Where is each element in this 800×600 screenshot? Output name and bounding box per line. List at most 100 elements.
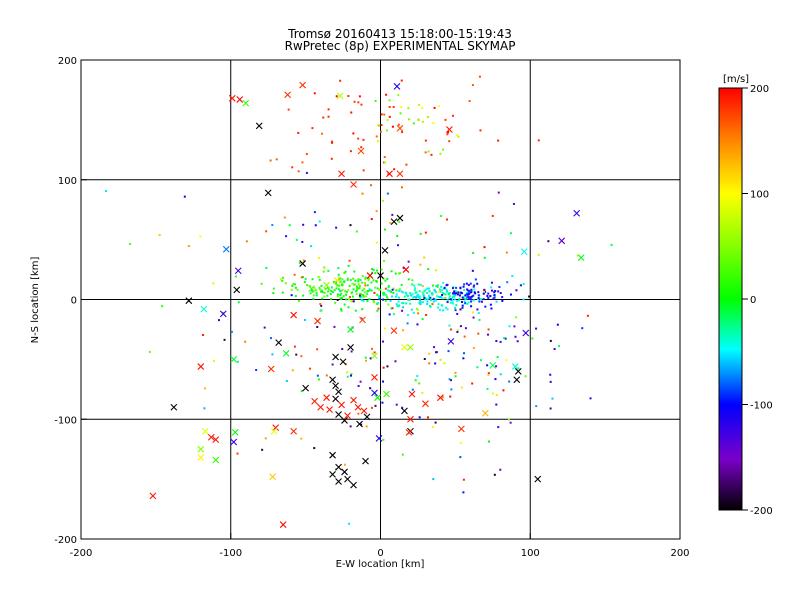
data-point-dot [437, 303, 440, 306]
data-point-dot [458, 297, 461, 300]
data-point-cross [332, 382, 339, 390]
data-point-dot [296, 288, 299, 291]
data-point-dot [263, 326, 266, 329]
data-point-dot [392, 106, 395, 109]
data-point-dot [375, 241, 378, 244]
data-point-dot [392, 291, 395, 294]
data-point-dot [508, 380, 511, 383]
data-point-dot [360, 146, 363, 149]
data-point-dot [427, 116, 430, 119]
data-point-dot [451, 296, 454, 299]
data-point-dot [337, 267, 340, 270]
data-point-dot [348, 296, 351, 299]
data-point-dot [293, 273, 296, 276]
data-point-dot [204, 387, 207, 390]
data-point-cross [366, 272, 374, 279]
data-point-dot [524, 375, 527, 378]
data-point-dot [499, 373, 502, 376]
data-point-dot [462, 285, 465, 288]
data-point-dot [329, 292, 332, 295]
data-point-cross [230, 355, 238, 363]
data-point-dot [386, 192, 389, 195]
data-point-dot [423, 290, 426, 293]
data-point-dot [494, 378, 497, 381]
data-point-dot [187, 245, 190, 248]
data-point-dot [402, 291, 405, 294]
data-point-cross [317, 403, 324, 411]
data-point-dot [551, 397, 554, 400]
data-point-dot [333, 325, 336, 328]
data-point-dot [429, 296, 432, 299]
data-point-dot [353, 283, 356, 286]
data-point-cross [390, 218, 398, 226]
data-point-dot [433, 346, 436, 349]
data-point-dot [516, 340, 519, 343]
data-point-dot [411, 283, 414, 286]
data-point-dot [432, 478, 435, 481]
data-point-dot [341, 289, 344, 292]
data-point-dot [397, 300, 400, 303]
data-point-dot [332, 280, 335, 283]
data-point-cross [323, 281, 330, 289]
data-point-dot [335, 226, 338, 229]
data-point-dot [360, 103, 363, 106]
data-point-dot [331, 140, 334, 143]
data-point-dot [489, 303, 492, 306]
data-point-dot [495, 340, 498, 343]
data-point-dot [387, 303, 390, 306]
data-point-dot [473, 288, 476, 291]
data-point-dot [419, 232, 422, 235]
data-point-dot [459, 308, 462, 311]
data-point-cross [270, 427, 278, 435]
data-point-dot [454, 371, 457, 374]
data-point-dot [361, 192, 364, 195]
data-point-dot [352, 132, 355, 135]
data-point-dot [469, 296, 472, 299]
data-point-dot [448, 295, 451, 298]
data-point-dot [378, 288, 381, 291]
data-point-dot [421, 285, 424, 288]
data-point-dot [315, 292, 318, 295]
data-point-cross [356, 420, 363, 428]
data-point-dot [430, 153, 433, 156]
data-point-dot [324, 287, 327, 290]
data-point-dot [302, 259, 305, 262]
data-point-dot [349, 425, 352, 428]
data-point-dot [482, 290, 485, 293]
x-axis-label: E-W location [km] [336, 559, 425, 570]
data-point-dot [297, 170, 300, 173]
data-point-dot [400, 105, 403, 108]
data-point-dot [478, 318, 481, 321]
data-point-dot [331, 291, 334, 294]
data-point-dot [295, 353, 298, 356]
data-point-dot [365, 425, 368, 428]
data-point-dot [349, 150, 352, 153]
data-point-dot [459, 456, 462, 459]
data-point-dot [442, 148, 445, 151]
data-point-dot [411, 388, 414, 391]
data-point-dot [378, 296, 381, 299]
data-point-dot [373, 351, 376, 354]
data-point-dot [492, 297, 495, 300]
data-point-dot [470, 288, 473, 291]
data-point-dot [292, 282, 295, 285]
data-point-dot [346, 375, 349, 378]
data-point-dot [359, 278, 362, 281]
data-point-dot [327, 108, 330, 111]
data-point-dot [382, 438, 385, 441]
data-point-dot [431, 426, 434, 429]
data-point-dot [237, 301, 240, 304]
data-point-dot [290, 294, 293, 297]
data-point-cross [577, 254, 585, 261]
data-point-dot [413, 284, 416, 287]
data-point-cross [386, 170, 393, 178]
data-point-dot [424, 297, 427, 300]
data-point-dot [497, 290, 500, 293]
data-point-dot [405, 163, 408, 166]
data-point-dot [549, 380, 552, 383]
data-point-dot [429, 304, 432, 307]
data-point-dot [373, 291, 376, 294]
data-point-dot [431, 303, 434, 306]
data-point-dot [183, 195, 186, 198]
data-point-dot [477, 297, 480, 300]
